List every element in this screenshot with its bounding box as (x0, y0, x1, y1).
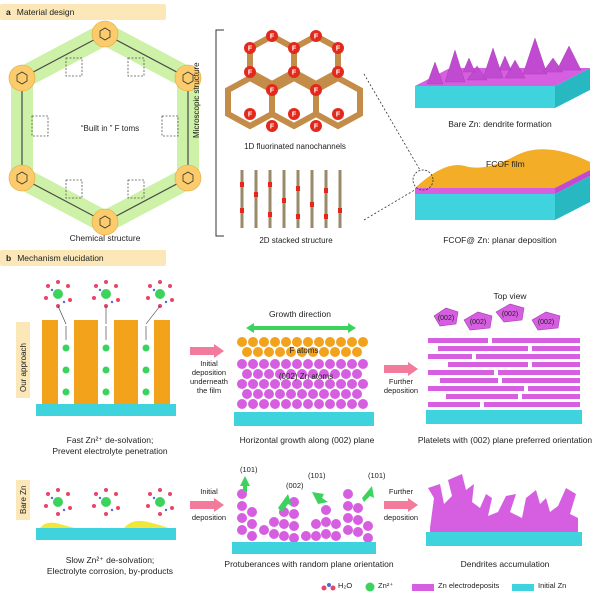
f-label: F (314, 124, 319, 131)
slow-desolvation-line2: Electrolyte corrosion, by-products (46, 566, 174, 576)
plane-101-label-c: (101) (368, 471, 386, 480)
stacked-structure (240, 170, 342, 228)
f-atoms-label: F atoms (289, 346, 319, 355)
zoom-connector-lines (363, 73, 421, 221)
legend-initial-zn-label: Initial Zn (538, 581, 567, 590)
facet-label: (002) (438, 315, 454, 322)
platelets-label: Platelets with (002) plane preferred ori… (417, 435, 593, 445)
zn-atoms-label: (002) Zn atoms (278, 372, 334, 381)
fcof-zn-planar-label: FCOF@ Zn: planar deposition (443, 235, 557, 245)
f-label: F (248, 112, 253, 119)
horizontal-growth-label: Horizontal growth along (002) plane (239, 435, 375, 445)
built-in-f-atoms-label: “Built in ” F toms (80, 124, 140, 133)
bare-zn-tab (16, 480, 30, 520)
protuberances-label: Protuberances with random plane orientat… (224, 559, 394, 569)
facet-label: (002) (502, 311, 518, 318)
bare-zn-side-label: Bare Zn (19, 485, 28, 514)
growth-direction-arrow (246, 323, 356, 333)
legend-deposit-swatch (412, 584, 434, 591)
fcof-zn-slab (412, 149, 590, 220)
legend-zn2-icon (365, 582, 375, 592)
platelets-top-view: (002) (002) (002) (002) (433, 303, 561, 331)
initial-deposition-top-4: the film (196, 386, 222, 395)
further-deposition-bottom-1: Further (388, 487, 414, 496)
f-label: F (292, 112, 297, 119)
legend-deposit-label: Zn electrodeposits (438, 581, 500, 590)
platelets-stack (426, 338, 582, 424)
panel-b-header: b Mechanism elucidation (0, 250, 166, 266)
plane-101-label-a: (101) (240, 465, 258, 474)
slow-desolvation-line1: Slow Zn²⁺ de-solvation; (65, 555, 155, 565)
initial-deposition-top-3: underneath (190, 377, 228, 386)
f-label: F (314, 34, 319, 41)
panel-a-letter: a (6, 7, 11, 17)
nanochannels-label: 1D fluorinated nanochannels (244, 142, 346, 151)
legend-zn2-label: Zn²⁺ (378, 581, 394, 590)
legend-h2o-icon (321, 583, 336, 591)
f-label: F (248, 70, 253, 77)
bare-zn-dendrite-slab (415, 37, 590, 108)
panel-a-title: Material design (16, 7, 75, 17)
fcof-film-label: FCOF film (486, 159, 525, 169)
plane-101-label-b: (101) (308, 471, 326, 480)
facet-label: (002) (470, 319, 486, 326)
f-label: F (336, 112, 341, 119)
microscopic-bracket (215, 29, 224, 237)
f-label: F (314, 88, 319, 95)
f-label: F (336, 46, 341, 53)
plane-002-label: (002) (286, 481, 304, 490)
further-deposition-bottom-2: deposition (383, 513, 419, 522)
further-deposition-arrow-top (384, 362, 418, 376)
initial-deposition-arrow-top (190, 344, 224, 358)
fcof-channel-desolvation (36, 280, 176, 416)
f-label: F (270, 124, 275, 131)
stacked-structure-label: 2D stacked structure (259, 236, 333, 245)
initial-deposition-bottom-2: deposition (191, 513, 227, 522)
initial-deposition-top-2: deposition (191, 368, 227, 377)
chemical-structure-ring (8, 20, 202, 236)
bare-zn-dendrite-label: Bare Zn: dendrite formation (448, 119, 552, 129)
initial-deposition-bottom-1: Initial (200, 487, 218, 496)
further-deposition-top-2: deposition (383, 386, 419, 395)
microscopic-structure-label: Microscopic structure (192, 62, 201, 138)
bare-zn-slow-desolvation (36, 488, 176, 540)
growth-direction-label: Growth direction (269, 309, 331, 319)
our-approach-tab (16, 322, 30, 398)
further-deposition-arrow-bottom (384, 498, 418, 512)
initial-deposition-top-1: Initial (200, 359, 218, 368)
panel-b-title: Mechanism elucidation (17, 253, 104, 263)
f-label: F (270, 34, 275, 41)
f-label: F (248, 46, 253, 53)
further-deposition-top-1: Further (388, 377, 414, 386)
facet-label: (002) (538, 319, 554, 326)
f-label: F (292, 46, 297, 53)
top-view-label: Top view (493, 291, 527, 301)
legend-h2o-label: H₂O (338, 581, 353, 590)
our-approach-label: Our approach (19, 343, 28, 392)
fast-desolvation-line1: Fast Zn²⁺ de-solvation; (66, 435, 154, 445)
initial-deposition-arrow-bottom (190, 498, 224, 512)
f-label: F (336, 70, 341, 77)
f-label: F (292, 70, 297, 77)
nanochannel-framework: F F F F F F F F F F F F F F F (225, 30, 363, 132)
f-label: F (270, 88, 275, 95)
panel-a-header: a Material design (0, 4, 166, 20)
panel-b-letter: b (6, 253, 12, 263)
legend-initial-zn-swatch (512, 584, 534, 591)
dendrites-label: Dendrites accumulation (460, 559, 550, 569)
protuberances-lattice (232, 476, 376, 554)
chemical-structure-label: Chemical structure (69, 233, 141, 243)
zn-lattice-horizontal (234, 337, 374, 426)
dendrites-accumulation (426, 474, 582, 546)
fast-desolvation-line2: Prevent electrolyte penetration (52, 446, 168, 456)
